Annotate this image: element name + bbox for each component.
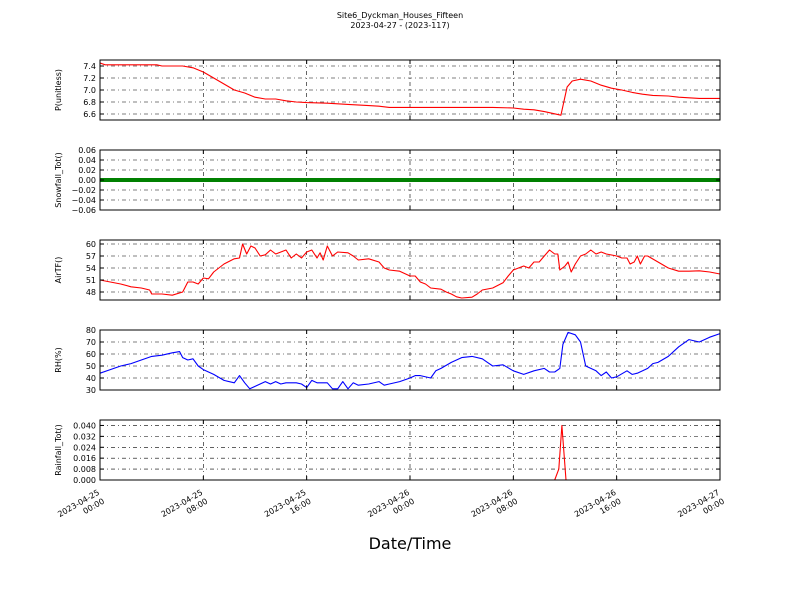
chart-subtitle: 2023-04-27 - (2023-117) [350, 21, 450, 30]
series-line [99, 331, 721, 390]
y-axis-label: P(unitless) [54, 69, 63, 111]
x-tick-label: 2023-04-2700:00 [676, 488, 726, 528]
y-tick-label: 40 [86, 374, 96, 383]
y-tick-label: 0.024 [73, 443, 96, 452]
x-tick-label: 2023-04-2500:00 [56, 488, 106, 528]
subplot-4: 30 40 50 60 70 80 RH(%) [54, 326, 721, 395]
x-axis-label: Date/Time [368, 534, 452, 553]
y-axis-label: RH(%) [54, 347, 63, 372]
y-tick-label: 0.00 [78, 176, 96, 185]
y-tick-label: 0.02 [78, 166, 96, 175]
y-tick-label: 70 [86, 338, 96, 347]
y-tick-label: 0.008 [73, 465, 96, 474]
y-axis-label: Rainfall_Tot() [54, 424, 63, 476]
x-tick-label: 2023-04-2516:00 [263, 488, 313, 528]
y-tick-label: 50 [86, 362, 96, 371]
y-tick-label: −0.04 [71, 196, 96, 205]
y-tick-label: 0.040 [73, 421, 96, 430]
series-line [99, 243, 721, 299]
chart-title: Site6_Dyckman_Houses_Fifteen [336, 11, 464, 20]
y-tick-label: 51 [86, 276, 96, 285]
y-tick-label: 0.04 [78, 156, 96, 165]
y-tick-label: 6.6 [83, 110, 96, 119]
y-tick-label: 6.8 [83, 98, 96, 107]
subplot-3: 48 51 54 57 60 AirTF() [54, 239, 721, 301]
y-axis-label: AirTF() [54, 257, 63, 284]
series-line [99, 62, 720, 116]
x-tick-label: 2023-04-2608:00 [470, 488, 520, 528]
x-tick-label: 2023-04-2508:00 [160, 488, 210, 528]
y-axis-label: Snowfall_Tot() [54, 152, 63, 208]
subplot-5: 0.000 0.008 0.016 0.024 0.032 0.040 Rainfall_T… [54, 419, 721, 485]
y-tick-label: −0.02 [71, 186, 96, 195]
subplot-2: −0.06−0.04−0.020.000.020.040.06 Snowfall_… [54, 146, 721, 215]
y-tick-label: 57 [86, 252, 96, 261]
y-tick-label: 7.4 [83, 62, 96, 71]
y-tick-label: 30 [86, 386, 96, 395]
x-tick-label: 2023-04-2616:00 [573, 488, 623, 528]
y-tick-label: 7.2 [83, 74, 96, 83]
y-tick-label: 60 [86, 240, 96, 249]
y-tick-label: 0.016 [73, 454, 96, 463]
subplot-1: 6.6 6.8 7.0 7.2 7.4 P(unitless) [54, 59, 721, 121]
y-tick-label: −0.06 [71, 206, 96, 215]
y-tick-label: 0.000 [73, 476, 96, 485]
y-tick-label: 54 [86, 264, 96, 273]
y-tick-label: 0.06 [78, 146, 96, 155]
y-tick-label: 60 [86, 350, 96, 359]
y-tick-label: 80 [86, 326, 96, 335]
y-tick-label: 7.0 [83, 86, 96, 95]
x-tick-label: 2023-04-2600:00 [366, 488, 416, 528]
y-tick-label: 0.032 [73, 432, 96, 441]
y-tick-label: 48 [86, 288, 96, 297]
